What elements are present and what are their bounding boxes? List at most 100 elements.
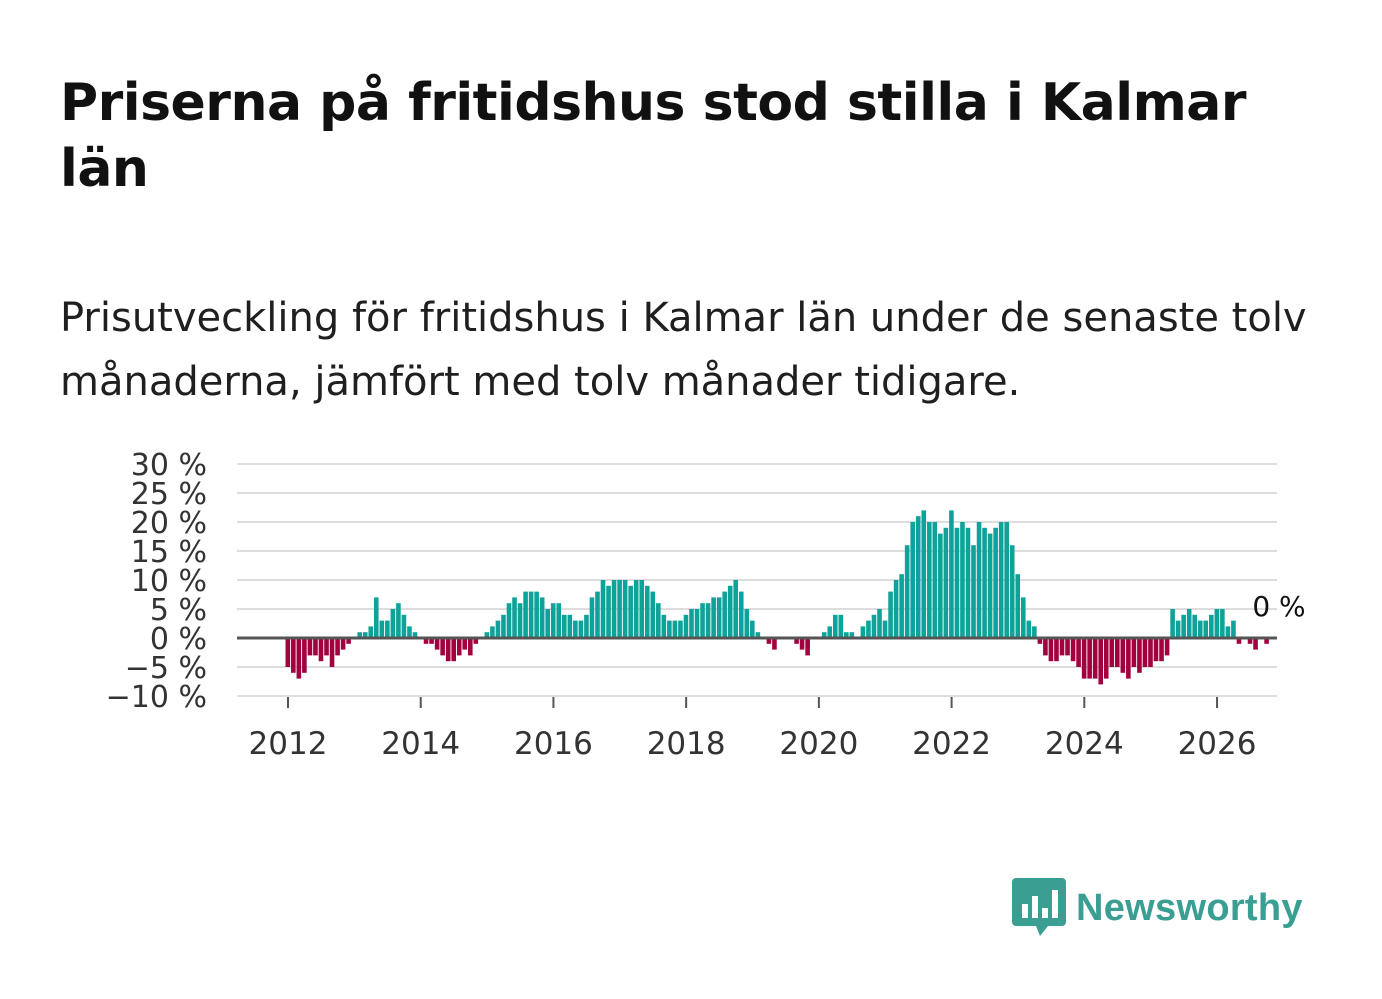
bar (379, 620, 385, 638)
bar (423, 638, 429, 644)
chart-title: Priserna på fritidshus stod stilla i Kal… (60, 73, 1247, 199)
newsworthy-icon (1012, 878, 1066, 936)
bar (1115, 638, 1120, 667)
bar (639, 580, 645, 638)
y-tick-label: 0 % (150, 622, 207, 657)
bar (1264, 638, 1269, 644)
bar (750, 620, 755, 638)
bar (324, 638, 329, 656)
bar (622, 580, 628, 638)
y-tick-label: −10 % (106, 680, 207, 715)
bar (888, 591, 893, 638)
bar (960, 522, 965, 638)
bar (915, 516, 921, 638)
bar (650, 591, 656, 638)
bar-chart: 30 %25 %20 %15 %10 %5 %0 %−5 %−10 % 2012… (106, 448, 1306, 762)
bar (1109, 638, 1115, 667)
bar (910, 522, 915, 638)
bar (722, 591, 727, 638)
bar (346, 638, 351, 644)
bar (1164, 638, 1170, 656)
bar (385, 620, 390, 638)
bar (445, 638, 451, 662)
bar (744, 609, 750, 638)
bar (539, 597, 545, 638)
bar (440, 638, 445, 656)
bar (938, 533, 943, 638)
bar (871, 614, 877, 638)
brand-name: Newsworthy (1076, 886, 1303, 929)
bar (1026, 620, 1032, 638)
bar (396, 603, 401, 638)
bar (1081, 638, 1087, 679)
bar (467, 638, 473, 656)
bar (1092, 638, 1098, 679)
bar (1015, 574, 1021, 638)
bar (1153, 638, 1159, 662)
bar (589, 597, 595, 638)
bar (893, 580, 899, 638)
bar (495, 620, 501, 638)
bar (545, 609, 551, 638)
bar (307, 638, 313, 656)
bar (456, 638, 462, 656)
bar (628, 585, 633, 638)
bar (998, 522, 1004, 638)
bar (1120, 638, 1126, 673)
bar (595, 591, 600, 638)
bar (617, 580, 622, 638)
bar (738, 591, 744, 638)
bar (1231, 620, 1236, 638)
bar (434, 638, 440, 650)
bar (727, 585, 733, 638)
y-tick-label: 30 % (131, 448, 207, 483)
bar (556, 603, 562, 638)
bar (1054, 638, 1059, 662)
x-tick-label: 2026 (1178, 726, 1257, 762)
bar (1181, 614, 1186, 638)
bar (705, 603, 711, 638)
bar (899, 574, 904, 638)
bar (473, 638, 479, 644)
bar (313, 638, 318, 656)
bar (578, 620, 584, 638)
bar (390, 609, 396, 638)
bar (1043, 638, 1048, 656)
bar (1247, 638, 1253, 644)
x-axis: 2012 2014 2016 2018 2020 2022 2024 2026 (249, 697, 1257, 762)
bar (943, 527, 949, 638)
bar (573, 620, 578, 638)
x-tick-label: 2020 (779, 726, 858, 762)
bar (954, 527, 960, 638)
bar (1126, 638, 1131, 679)
bar (1020, 597, 1026, 638)
bar (1148, 638, 1153, 667)
bar (357, 632, 362, 638)
bar (1214, 609, 1220, 638)
bar (1076, 638, 1081, 667)
bar (523, 591, 528, 638)
bar (694, 609, 700, 638)
bar (1048, 638, 1054, 662)
bar (1032, 626, 1037, 638)
bar (877, 609, 882, 638)
bar (1175, 620, 1181, 638)
bars (237, 510, 1277, 685)
bar (412, 632, 418, 638)
bar (1209, 614, 1214, 638)
bar (766, 638, 772, 644)
bar (844, 632, 849, 638)
bar (1037, 638, 1043, 644)
bar (429, 638, 434, 644)
bar (1142, 638, 1148, 667)
bar (1192, 614, 1198, 638)
bar (340, 638, 346, 650)
bar (678, 620, 683, 638)
bar (904, 545, 910, 638)
bar (462, 638, 468, 650)
bar (982, 527, 987, 638)
x-tick-label: 2024 (1045, 726, 1124, 762)
bar (799, 638, 805, 650)
bar (644, 585, 650, 638)
bar (683, 614, 689, 638)
